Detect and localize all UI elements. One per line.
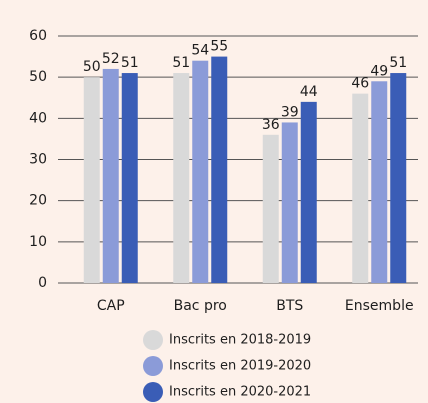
x-tick-label: BTS xyxy=(276,298,303,314)
y-tick-label: 60 xyxy=(29,28,47,44)
value-label: 51 xyxy=(389,55,407,71)
bar xyxy=(83,77,100,284)
legend-label: Inscrits en 2018-2019 xyxy=(169,333,311,348)
value-label: 55 xyxy=(210,39,228,55)
value-label: 51 xyxy=(121,55,139,71)
bar xyxy=(300,101,317,283)
bar xyxy=(281,122,298,283)
y-tick-label: 50 xyxy=(29,69,47,85)
value-label: 36 xyxy=(262,117,280,133)
value-label: 50 xyxy=(83,59,101,75)
bar xyxy=(262,134,279,283)
x-tick-label: CAP xyxy=(97,298,125,314)
bar xyxy=(192,60,209,284)
value-label: 39 xyxy=(281,104,299,120)
legend-label: Inscrits en 2019-2020 xyxy=(169,359,311,374)
bar xyxy=(211,56,228,284)
value-label: 51 xyxy=(172,55,190,71)
y-tick-label: 20 xyxy=(29,193,47,209)
bar xyxy=(121,73,138,283)
value-label: 44 xyxy=(300,84,318,100)
y-tick-label: 40 xyxy=(29,110,47,126)
bar xyxy=(390,73,407,283)
value-label: 54 xyxy=(191,43,209,59)
y-tick-label: 10 xyxy=(29,234,47,250)
x-tick-label: Bac pro xyxy=(174,298,227,314)
legend-label: Inscrits en 2020-2021 xyxy=(169,385,311,400)
value-label: 52 xyxy=(102,51,120,67)
bar xyxy=(102,68,119,283)
bar xyxy=(371,81,388,284)
y-tick-label: 0 xyxy=(38,275,47,291)
bar xyxy=(352,93,369,283)
legend-swatch xyxy=(143,356,163,376)
y-tick-label: 30 xyxy=(29,152,47,168)
legend-swatch xyxy=(143,330,163,350)
x-tick-label: Ensemble xyxy=(345,298,414,314)
value-label: 49 xyxy=(370,63,388,79)
value-label: 46 xyxy=(351,76,369,92)
bar xyxy=(173,73,190,283)
legend-swatch xyxy=(143,382,163,402)
